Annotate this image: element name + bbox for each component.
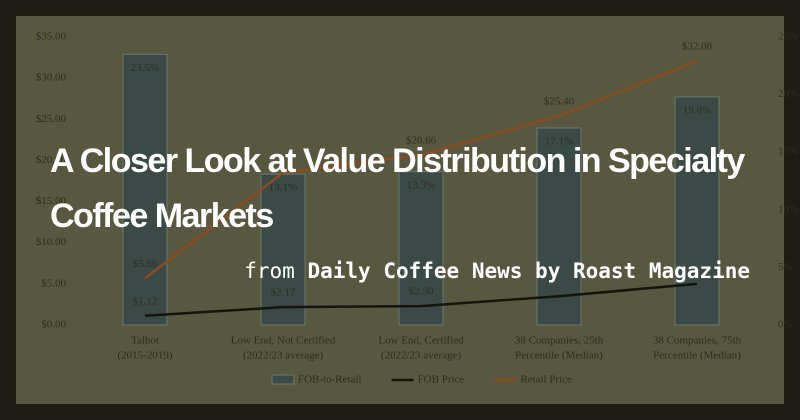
x-tick-label: 38 Companies, 75th — [653, 335, 742, 347]
bar — [260, 173, 306, 326]
x-tick-label: Percentile (Median) — [653, 350, 741, 362]
x-tick-label: Low End, Not Certified — [231, 335, 336, 347]
bar — [122, 53, 168, 326]
bar — [536, 127, 582, 326]
x-tick-label: Talbot — [131, 335, 159, 347]
x-tick-label: Low End, Certified — [378, 335, 464, 347]
x-tick-label: Percentile (Median) — [515, 350, 603, 362]
title-line: A Closer Look at Value Distribution in S… — [50, 142, 745, 180]
legend-label: FOB Price — [418, 374, 465, 386]
y-tick-label: $35.00 — [36, 31, 67, 43]
y2-tick-label: 25% — [778, 31, 798, 43]
line-label: $1.12 — [133, 295, 158, 307]
legend-label: FOB-to-Retail — [298, 374, 362, 386]
bar-label: 23.5% — [131, 62, 159, 74]
y-tick-label: $10.00 — [36, 236, 67, 248]
x-tick-label: 38 Companies, 25th — [515, 335, 604, 347]
legend-swatch — [271, 374, 295, 385]
y2-tick-label: 10% — [778, 203, 798, 215]
y-tick-label: $15.00 — [36, 195, 67, 207]
legend-label: Retail Price — [520, 374, 572, 386]
x-tick-label: (2022/23 average) — [243, 350, 324, 362]
bar-label: 13.3% — [407, 179, 435, 191]
x-tick-label: (2015-2019) — [118, 350, 173, 362]
subtitle: from Daily Coffee News by Roast Magazine — [244, 259, 750, 283]
y-tick-label: $25.00 — [36, 113, 67, 125]
x-tick-label: (2022/23 average) — [381, 350, 462, 362]
line — [144, 282, 698, 318]
y-tick-label: $0.00 — [41, 319, 66, 331]
bar — [398, 171, 444, 326]
subtitle-prefix: from — [244, 259, 295, 283]
title-line: Coffee Markets — [50, 197, 273, 235]
line-label: $20.66 — [406, 135, 437, 147]
bar — [674, 96, 720, 326]
line-label: $5.66 — [133, 258, 158, 270]
y2-tick-label: 0% — [778, 319, 793, 331]
y2-tick-label: 5% — [778, 261, 793, 273]
bar-label: 13.1% — [269, 182, 297, 194]
y-tick-label: $30.00 — [36, 72, 67, 84]
line-label: $2.17 — [271, 287, 296, 299]
line-label: $32.08 — [682, 41, 713, 53]
line-label: $2.30 — [409, 286, 434, 298]
overlay: A Closer Look at Value Distribution in S… — [50, 142, 750, 283]
y2-tick-label: 20% — [778, 88, 798, 100]
y-tick-label: $5.00 — [41, 277, 66, 289]
y-tick-label: $20.00 — [36, 154, 67, 166]
subtitle-source: Daily Coffee News by Roast Magazine — [307, 259, 750, 283]
y2-tick-label: 15% — [778, 146, 798, 158]
bar-label: 17.1% — [545, 136, 573, 148]
bar-label: 19.8% — [683, 104, 711, 116]
line — [144, 59, 698, 280]
line-label: $25.40 — [544, 96, 575, 108]
